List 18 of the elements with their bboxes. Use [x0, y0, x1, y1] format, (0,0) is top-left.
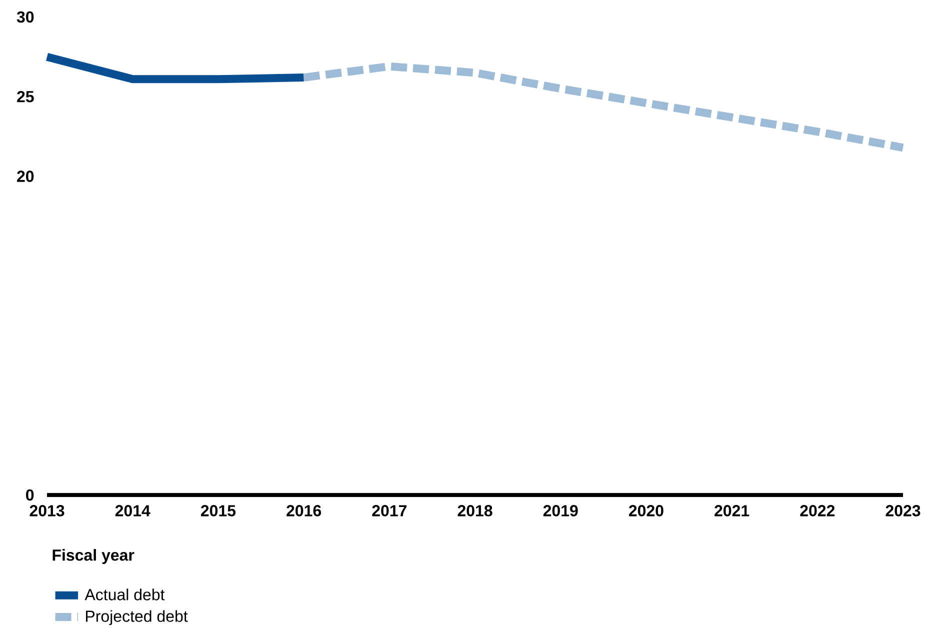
x-tick-label: 2016: [286, 505, 322, 516]
x-tick-label: 2013: [30, 505, 64, 516]
legend-label: Projected debt: [86, 610, 188, 626]
x-tick-label: 2022: [800, 505, 835, 516]
x-axis-title: Fiscal year: [52, 549, 134, 564]
y-tick-label: 30: [16, 11, 34, 23]
y-tick-label: 0: [26, 489, 34, 501]
x-tick-label: 2020: [628, 505, 664, 516]
y-tick-label: 20: [17, 170, 34, 182]
x-tick-label: 2018: [458, 505, 492, 516]
legend-label: Actual debt: [84, 588, 165, 600]
x-tick-label: 2015: [200, 505, 236, 516]
x-tick-label: 2021: [714, 505, 750, 516]
x-tick-label: 2014: [115, 505, 150, 516]
x-tick-label: 2017: [372, 505, 406, 516]
x-tick-label: 2019: [543, 505, 578, 516]
y-tick-label: 25: [17, 91, 34, 102]
x-tick-label: 2023: [886, 505, 920, 516]
